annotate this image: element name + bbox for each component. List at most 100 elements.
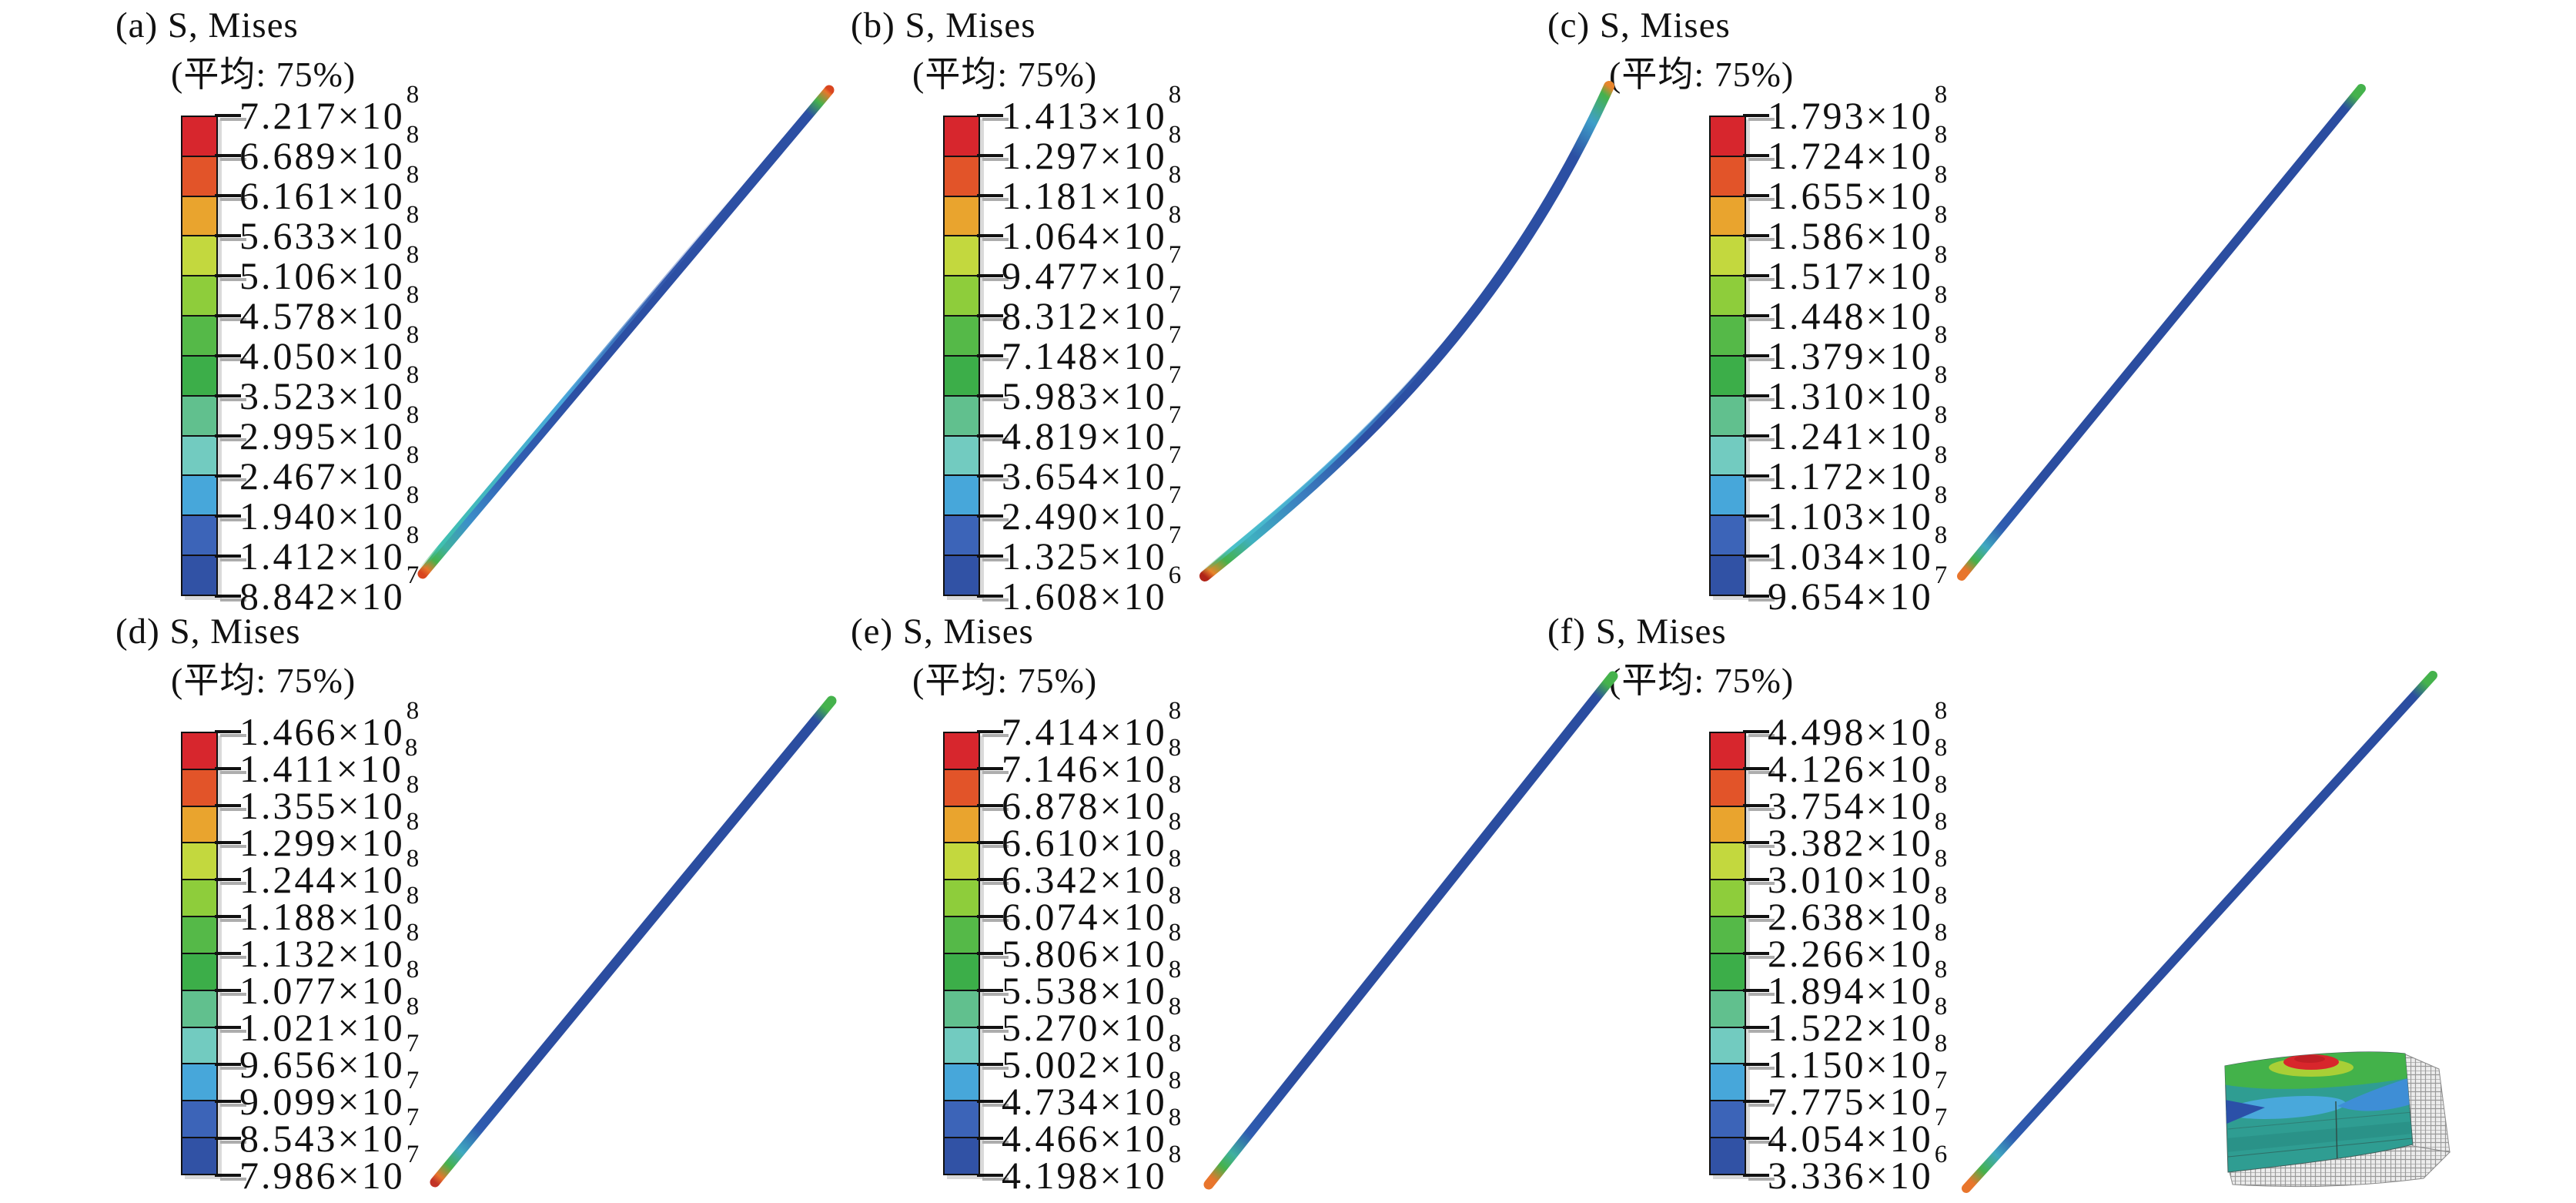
colorbar-tick-shadow <box>1748 518 1775 521</box>
undeformed-mesh-inset <box>2224 1051 2451 1188</box>
colorbar-tick <box>215 1026 241 1029</box>
colorbar-tick-shadow <box>220 438 246 441</box>
colorbar-tick-shadow <box>1748 558 1775 561</box>
colorbar-band <box>945 1064 979 1102</box>
panel-title-f: (f) S, Mises <box>1547 612 1727 652</box>
colorbar-tick <box>215 114 241 117</box>
legend-value: 1.172×108 <box>1768 441 1949 498</box>
colorbar-tick-shadow <box>982 808 1009 811</box>
colorbar-tick-shadow <box>982 598 1009 602</box>
colorbar-tick-shadow <box>1748 1141 1775 1144</box>
colorbar-band <box>182 396 216 437</box>
legend-value: 7.414×108 <box>1002 696 1183 753</box>
legend-value: 4.819×107 <box>1002 400 1183 457</box>
colorbar-band <box>945 117 979 157</box>
panel-title-e: (e) S, Mises <box>851 612 1034 652</box>
colorbar-tick-shadow <box>982 198 1009 201</box>
legend-value: 7.217×108 <box>239 80 420 137</box>
panel-subtitle-d: (平均: 75%) <box>171 661 356 700</box>
legend-value: 1.724×108 <box>1768 120 1949 177</box>
colorbar-tick <box>1743 915 1769 918</box>
colorbar-tick <box>215 915 241 918</box>
colorbar-tick <box>215 730 241 733</box>
legend-value: 1.466×108 <box>239 696 420 753</box>
legend-value: 3.523×108 <box>239 360 420 417</box>
colorbar-tick <box>1743 314 1769 317</box>
colorbar-tick <box>1743 555 1769 558</box>
colorbar-band <box>182 733 216 770</box>
stress-rod-b <box>1199 81 1614 581</box>
colorbar-tick <box>1743 952 1769 955</box>
colorbar-tick-shadow <box>220 318 246 321</box>
colorbar-tick-shadow <box>1748 845 1775 848</box>
colorbar-tick <box>1743 1174 1769 1177</box>
colorbar-band <box>182 953 216 991</box>
colorbar-tick-shadow <box>982 1067 1009 1070</box>
colorbar-tick-shadow <box>1748 771 1775 774</box>
stress-rod-e <box>1203 671 1618 1190</box>
colorbar-band <box>182 880 216 918</box>
legend-value: 5.538×108 <box>1002 955 1183 1012</box>
colorbar-tick-shadow <box>1748 956 1775 959</box>
colorbar-tick-shadow <box>220 598 246 602</box>
colorbar-tick-shadow <box>220 845 246 848</box>
colorbar-tick-shadow <box>220 238 246 241</box>
legend-value: 1.150×108 <box>1768 1029 1949 1086</box>
panel-title-c: (c) S, Mises <box>1547 5 1731 45</box>
colorbar-tick <box>1743 767 1769 770</box>
colorbar-tick-shadow <box>1748 1067 1775 1070</box>
legend-value: 1.894×108 <box>1768 955 1949 1012</box>
colorbar-tick <box>1743 730 1769 733</box>
colorbar-band <box>182 117 216 157</box>
colorbar-tick <box>215 514 241 518</box>
colorbar-tick-shadow <box>220 278 246 281</box>
colorbar-tick <box>215 274 241 277</box>
colorbar-band <box>1711 1064 1745 1102</box>
legend-value: 4.050×108 <box>239 320 420 377</box>
colorbar-tick-shadow <box>982 1030 1009 1033</box>
colorbar-tick-shadow <box>220 198 246 201</box>
legend-value: 7.148×107 <box>1002 320 1183 377</box>
legend-value: 4.466×108 <box>1002 1103 1183 1160</box>
stress-rod-f <box>1962 671 2437 1193</box>
legend-value: 3.336×106 <box>1768 1140 1949 1197</box>
colorbar-tick <box>1743 1137 1769 1140</box>
colorbar-tick <box>215 595 241 598</box>
colorbar-tick-shadow <box>982 118 1009 121</box>
colorbar-band <box>1711 356 1745 397</box>
colorbar-tick-shadow <box>1748 1104 1775 1107</box>
legend-value: 8.842×107 <box>239 561 420 618</box>
colorbar-tick <box>215 841 241 844</box>
legend-value: 9.656×107 <box>239 1029 420 1086</box>
stress-rod-c <box>1957 84 2366 581</box>
legend-value: 3.754×108 <box>1768 770 1949 827</box>
colorbar-band <box>182 196 216 237</box>
colorbar-tick <box>1743 234 1769 237</box>
legend-value: 1.379×108 <box>1768 320 1949 377</box>
colorbar-tick <box>215 1137 241 1140</box>
colorbar-band <box>182 276 216 317</box>
colorbar-tick <box>977 234 1003 237</box>
colorbar-tick <box>977 878 1003 881</box>
colorbar-tick-shadow <box>220 558 246 561</box>
colorbar-tick-shadow <box>1748 1030 1775 1033</box>
colorbar-band <box>945 436 979 477</box>
colorbar-tick <box>215 394 241 397</box>
legend-value: 4.198×108 <box>1002 1140 1183 1197</box>
colorbar-tick-shadow <box>1748 198 1775 201</box>
legend-value: 6.161×108 <box>239 160 420 217</box>
colorbar-band <box>945 396 979 437</box>
colorbar-tick-shadow <box>982 478 1009 481</box>
legend-value: 1.103×108 <box>1768 481 1949 538</box>
colorbar-tick-shadow <box>1748 318 1775 321</box>
colorbar-tick-shadow <box>220 734 246 737</box>
colorbar-tick <box>1743 1063 1769 1066</box>
colorbar-tick <box>1743 474 1769 478</box>
colorbar-band <box>182 516 216 557</box>
legend-value: 1.299×108 <box>239 807 420 864</box>
colorbar-band <box>945 1027 979 1065</box>
colorbar-band <box>945 196 979 237</box>
colorbar-band <box>182 1064 216 1102</box>
